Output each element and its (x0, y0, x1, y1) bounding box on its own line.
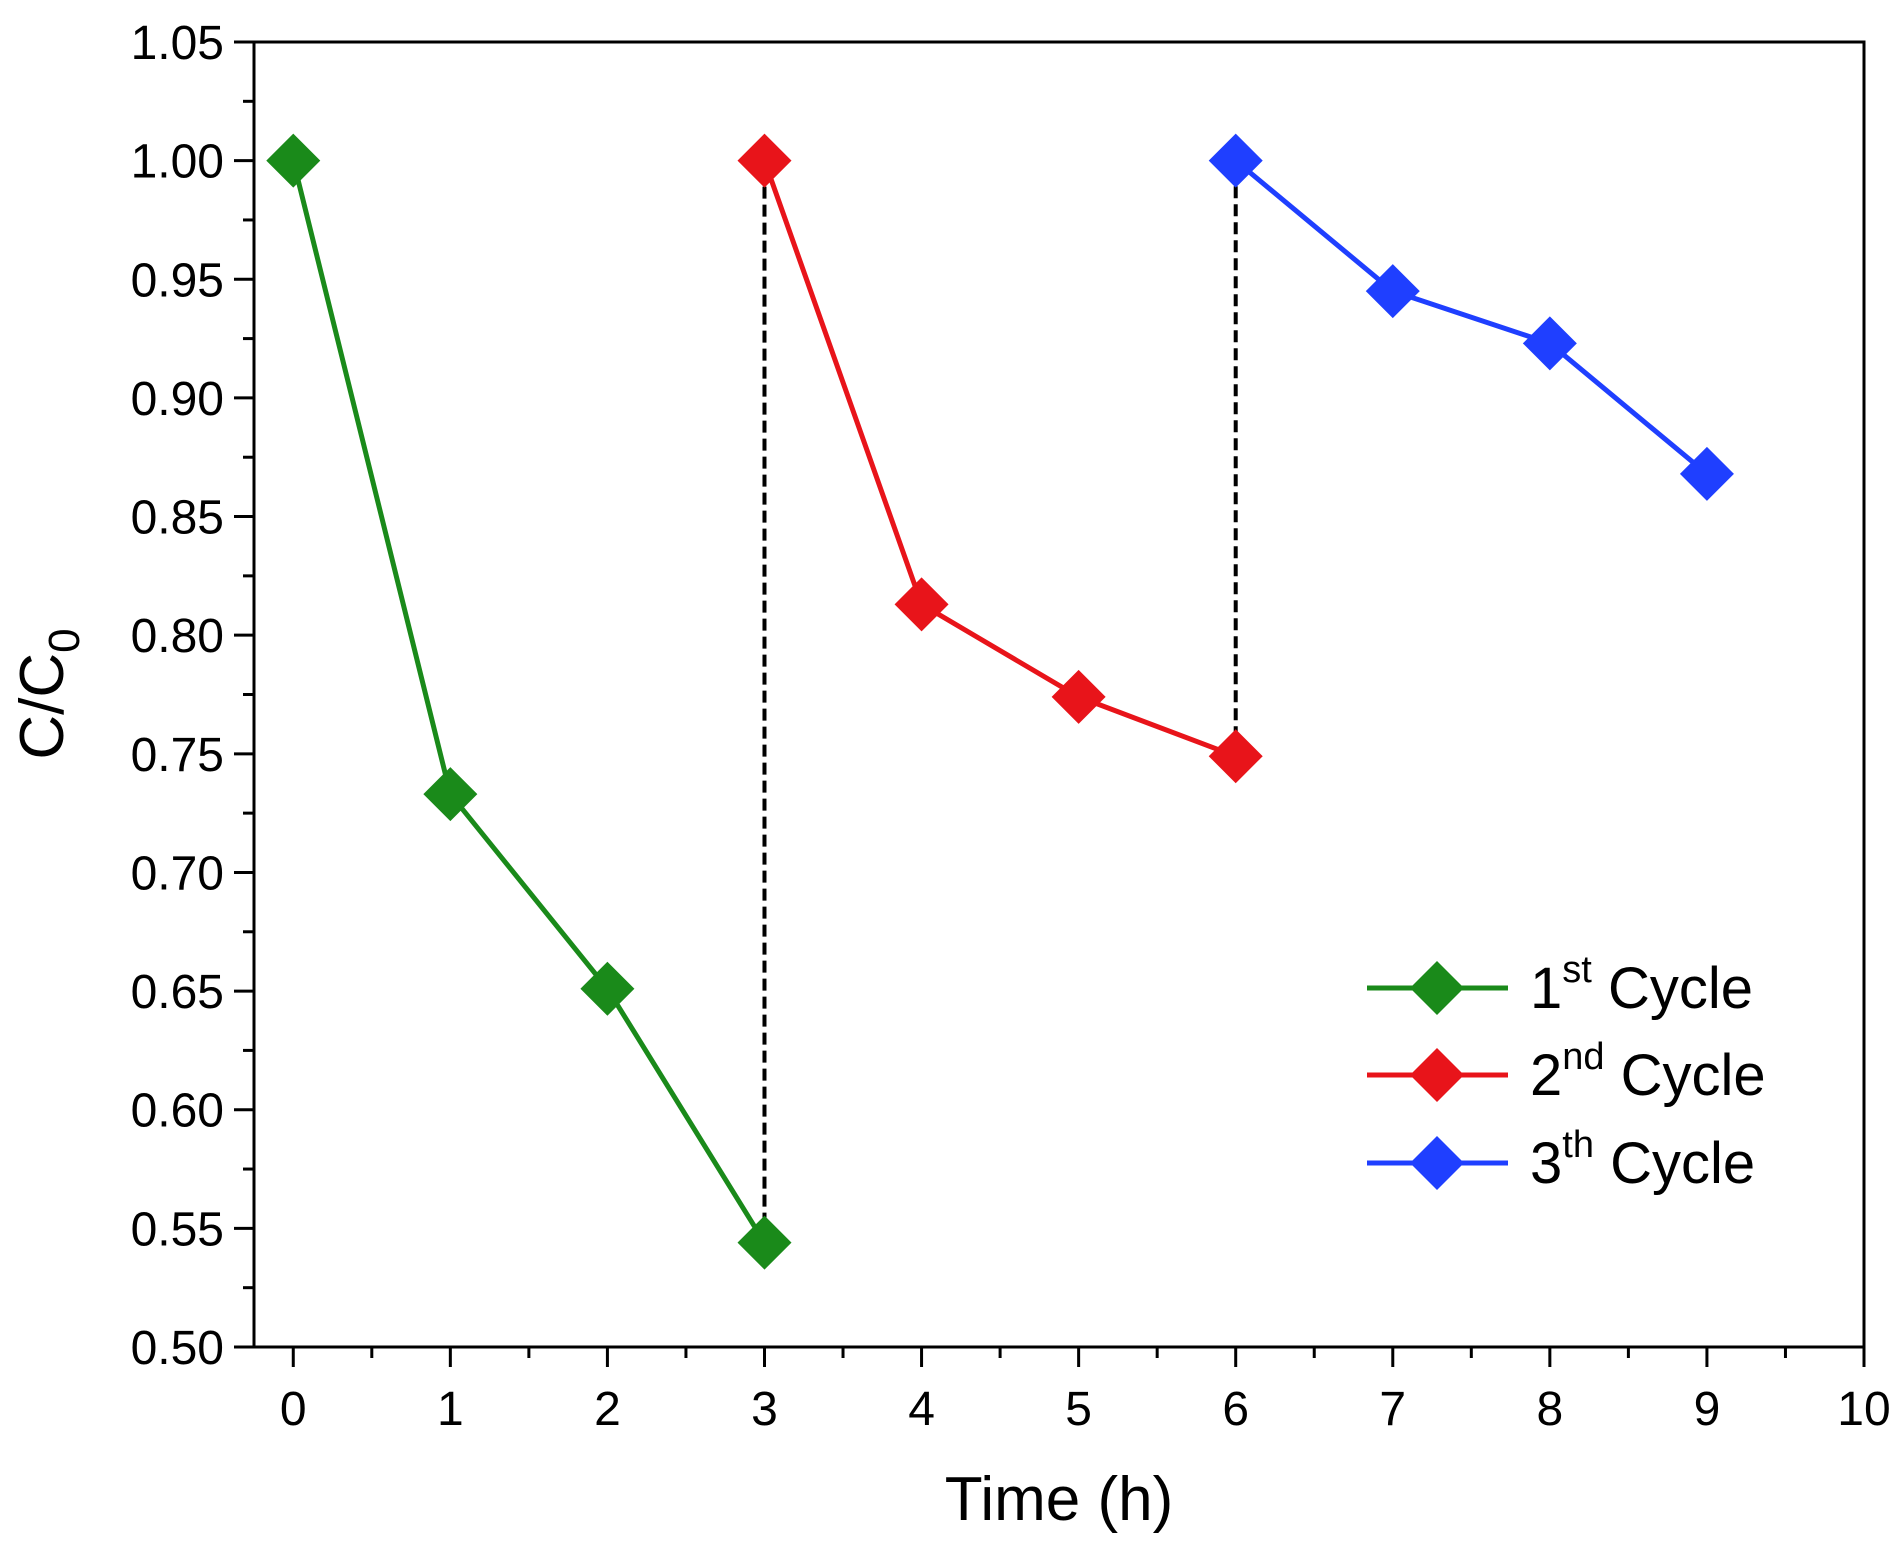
data-point-marker (1522, 316, 1577, 371)
data-point-marker (266, 133, 321, 188)
series-3 (1208, 133, 1734, 501)
y-tick-label: 0.70 (131, 847, 224, 900)
series-1 (266, 133, 792, 1270)
y-tick-label: 0.55 (131, 1203, 224, 1256)
data-point-marker (737, 133, 792, 188)
legend-marker (1410, 961, 1464, 1015)
series-line (290, 160, 767, 1244)
legend-marker (1410, 1048, 1464, 1102)
legend-item-2: 2nd Cycle (1367, 1036, 1766, 1108)
legend-label-text: Cycle (1594, 1131, 1755, 1196)
x-tick-label: 10 (1837, 1383, 1890, 1436)
y-axis-title: C/C0 (8, 628, 89, 759)
y-tick-label: 0.90 (131, 373, 224, 426)
legend-marker (1410, 1136, 1464, 1190)
data-point-marker (1365, 264, 1420, 319)
x-tick-label: 8 (1537, 1383, 1564, 1436)
y-tick-label: 0.50 (131, 1322, 224, 1375)
series-line (762, 159, 1237, 759)
series-2 (737, 133, 1263, 784)
legend-label-superscript: nd (1562, 1036, 1604, 1078)
y-tick-label: 1.05 (131, 17, 224, 70)
x-tick-label: 2 (594, 1383, 621, 1436)
y-axis-title-main: C/C (8, 653, 77, 760)
y-tick-label: 1.00 (131, 136, 224, 189)
series-line (1234, 158, 1709, 476)
data-point-marker (1208, 133, 1263, 188)
data-point-marker (1208, 729, 1263, 784)
data-point-marker (580, 961, 635, 1016)
x-tick-label: 0 (280, 1383, 307, 1436)
data-point-marker (894, 577, 949, 632)
legend-label-number: 3 (1530, 1131, 1562, 1196)
x-tick-label: 4 (908, 1383, 935, 1436)
x-tick-label: 6 (1222, 1383, 1249, 1436)
data-series (266, 133, 1734, 1270)
data-point-marker (1679, 446, 1734, 501)
x-tick-label: 1 (437, 1383, 464, 1436)
data-point-marker (423, 767, 478, 822)
legend-label: 2nd Cycle (1530, 1036, 1766, 1108)
x-axis-title: Time (h) (945, 1465, 1173, 1534)
x-tick-label: 9 (1694, 1383, 1721, 1436)
legend-item-1: 1st Cycle (1367, 949, 1753, 1021)
y-axis: 0.50 0.55 0.60 0.65 0.70 0.75 0.80 0.85 0.90 0.95… (131, 17, 254, 1375)
y-tick-label: 0.95 (131, 254, 224, 307)
legend-label: 1st Cycle (1530, 949, 1753, 1021)
legend-label: 3th Cycle (1530, 1124, 1755, 1196)
annotations (762, 160, 1238, 1243)
y-tick-label: 0.60 (131, 1085, 224, 1138)
legend-label-number: 1 (1530, 956, 1562, 1021)
legend-label-text: Cycle (1605, 1043, 1766, 1108)
legend-label-superscript: st (1562, 949, 1592, 991)
data-point-marker (737, 1215, 792, 1270)
data-point-marker (1051, 669, 1106, 724)
legend-label-number: 2 (1530, 1043, 1562, 1108)
y-tick-label: 0.80 (131, 610, 224, 663)
y-axis-title-subscript: 0 (40, 628, 89, 652)
legend-label-superscript: th (1562, 1124, 1594, 1166)
x-tick-label: 3 (751, 1383, 778, 1436)
y-tick-label: 0.75 (131, 729, 224, 782)
x-tick-label: 5 (1065, 1383, 1092, 1436)
x-tick-label: 7 (1379, 1383, 1406, 1436)
legend-item-3: 3th Cycle (1367, 1124, 1755, 1196)
x-axis: 0 1 2 3 4 5 6 7 8 9 10 (280, 1347, 1891, 1436)
legend-label-text: Cycle (1592, 956, 1753, 1021)
y-tick-label: 0.65 (131, 966, 224, 1019)
y-tick-label: 0.85 (131, 492, 224, 545)
